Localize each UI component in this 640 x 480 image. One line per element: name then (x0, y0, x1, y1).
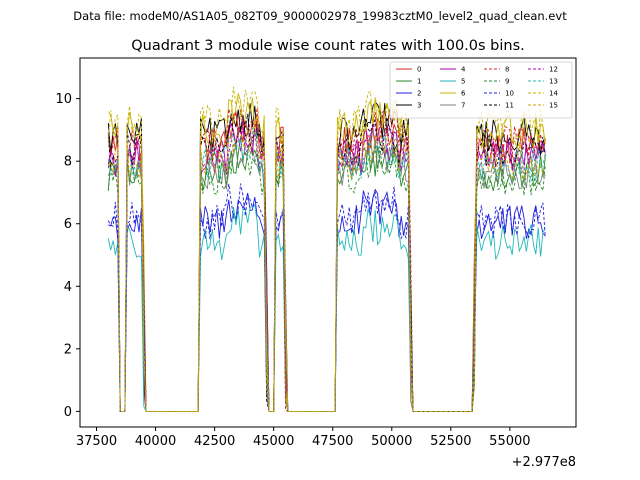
legend-label-9: 9 (505, 78, 509, 86)
axes-frame (79, 57, 577, 428)
legend-label-10: 10 (505, 90, 514, 98)
y-tick-label: 10 (55, 92, 72, 107)
legend-label-1: 1 (417, 78, 421, 86)
x-offset-label: +2.977e8 (512, 455, 576, 470)
y-tick-label: 0 (64, 405, 72, 420)
x-tick-label: 37500 (76, 434, 117, 449)
x-tick-label: 42500 (194, 434, 235, 449)
legend-label-7: 7 (461, 102, 465, 110)
y-tick-label: 2 (64, 342, 72, 357)
x-tick-label: 50000 (371, 434, 412, 449)
legend-box (389, 61, 573, 119)
x-tick-label: 52500 (430, 434, 471, 449)
x-tick-label: 55000 (489, 434, 530, 449)
legend-label-3: 3 (417, 102, 421, 110)
y-tick-label: 4 (64, 280, 72, 295)
legend-label-15: 15 (549, 102, 558, 110)
legend-label-13: 13 (549, 78, 558, 86)
legend-label-2: 2 (417, 90, 421, 98)
legend-label-12: 12 (549, 66, 558, 74)
x-axis: 37500 40000 42500 45000 47500 50000 52500 55000 (76, 427, 531, 449)
legend-label-8: 8 (505, 66, 509, 74)
chart-title: Quadrant 3 module wise count rates with … (131, 38, 525, 54)
legend-label-11: 11 (505, 102, 514, 110)
x-tick-label: 45000 (253, 434, 294, 449)
legend-label-14: 14 (549, 90, 558, 98)
y-tick-label: 8 (64, 155, 72, 170)
series-layer (107, 86, 546, 412)
legend-label-5: 5 (461, 78, 465, 86)
x-tick-label: 47500 (312, 434, 353, 449)
x-tick-label: 40000 (135, 434, 176, 449)
legend-label-4: 4 (461, 66, 466, 74)
legend-label-0: 0 (417, 66, 421, 74)
series-line-15 (107, 125, 546, 412)
chart-suptitle: Data file: modeM0/AS1A05_082T09_90000029… (73, 9, 567, 23)
y-tick-label: 6 (64, 217, 72, 232)
legend-label-6: 6 (461, 90, 466, 98)
y-axis: 0 2 4 6 8 10 (55, 92, 80, 420)
